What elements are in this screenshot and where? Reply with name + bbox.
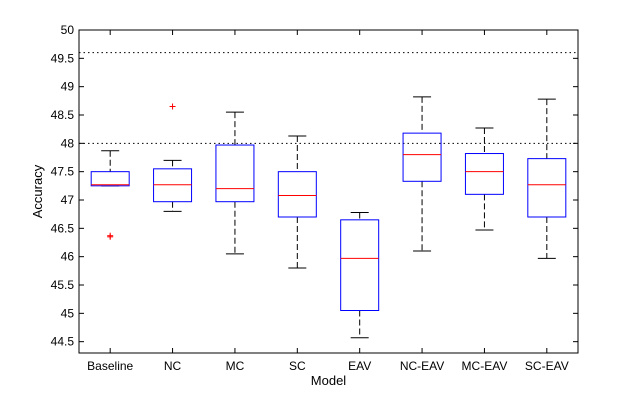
y-tick-label: 49.5 bbox=[51, 51, 75, 65]
box-baseline bbox=[90, 150, 130, 240]
x-tick-label: NC bbox=[164, 359, 182, 373]
x-tick-label: NC-EAV bbox=[400, 359, 444, 373]
y-tick-label: 47 bbox=[61, 193, 75, 207]
plot-frame bbox=[78, 29, 579, 354]
box-mc-eav bbox=[464, 127, 504, 231]
box-nc bbox=[153, 103, 193, 212]
box-group bbox=[90, 96, 567, 339]
x-axis-label: Model bbox=[311, 373, 347, 388]
y-tick-label: 45 bbox=[61, 306, 75, 320]
y-tick-label: 46 bbox=[61, 250, 75, 264]
y-tick-label: 48 bbox=[61, 136, 75, 150]
iqr-box bbox=[277, 171, 317, 218]
y-axis-label: Accuracy bbox=[30, 164, 45, 218]
x-tick-label: MC-EAV bbox=[462, 359, 508, 373]
y-tick-label: 44.5 bbox=[51, 335, 75, 349]
x-tick-label: Baseline bbox=[87, 359, 133, 373]
outlier-marker bbox=[169, 103, 176, 110]
y-tick-label: 47.5 bbox=[51, 165, 75, 179]
box-nc-eav bbox=[402, 96, 442, 252]
iqr-box bbox=[153, 168, 193, 203]
y-tick-label: 46.5 bbox=[51, 221, 75, 235]
y-axis: 44.5 45 45.5 46 46.5 47 47.5 48 48.5 49 49.5 50 bbox=[51, 23, 578, 349]
box-sc-eav bbox=[527, 98, 567, 259]
box-sc bbox=[277, 135, 317, 269]
iqr-box bbox=[340, 219, 380, 311]
outlier-marker bbox=[107, 232, 114, 239]
x-axis: Baseline NC MC SC EAV NC-EAV MC-EAV SC-EAV bbox=[87, 30, 569, 373]
y-tick-label: 49 bbox=[61, 80, 75, 94]
iqr-box bbox=[464, 153, 504, 195]
x-tick-label: EAV bbox=[348, 359, 371, 373]
box-mc bbox=[215, 111, 255, 255]
iqr-box bbox=[402, 132, 442, 182]
iqr-box bbox=[215, 144, 255, 203]
iqr-box bbox=[527, 158, 567, 218]
iqr-box bbox=[90, 171, 130, 187]
y-tick-label: 45.5 bbox=[51, 278, 75, 292]
y-tick-label: 48.5 bbox=[51, 108, 75, 122]
box-eav bbox=[340, 211, 380, 339]
x-tick-label: SC-EAV bbox=[525, 359, 569, 373]
y-tick-label: 50 bbox=[61, 23, 75, 37]
x-tick-label: SC bbox=[289, 359, 306, 373]
x-tick-label: MC bbox=[226, 359, 245, 373]
